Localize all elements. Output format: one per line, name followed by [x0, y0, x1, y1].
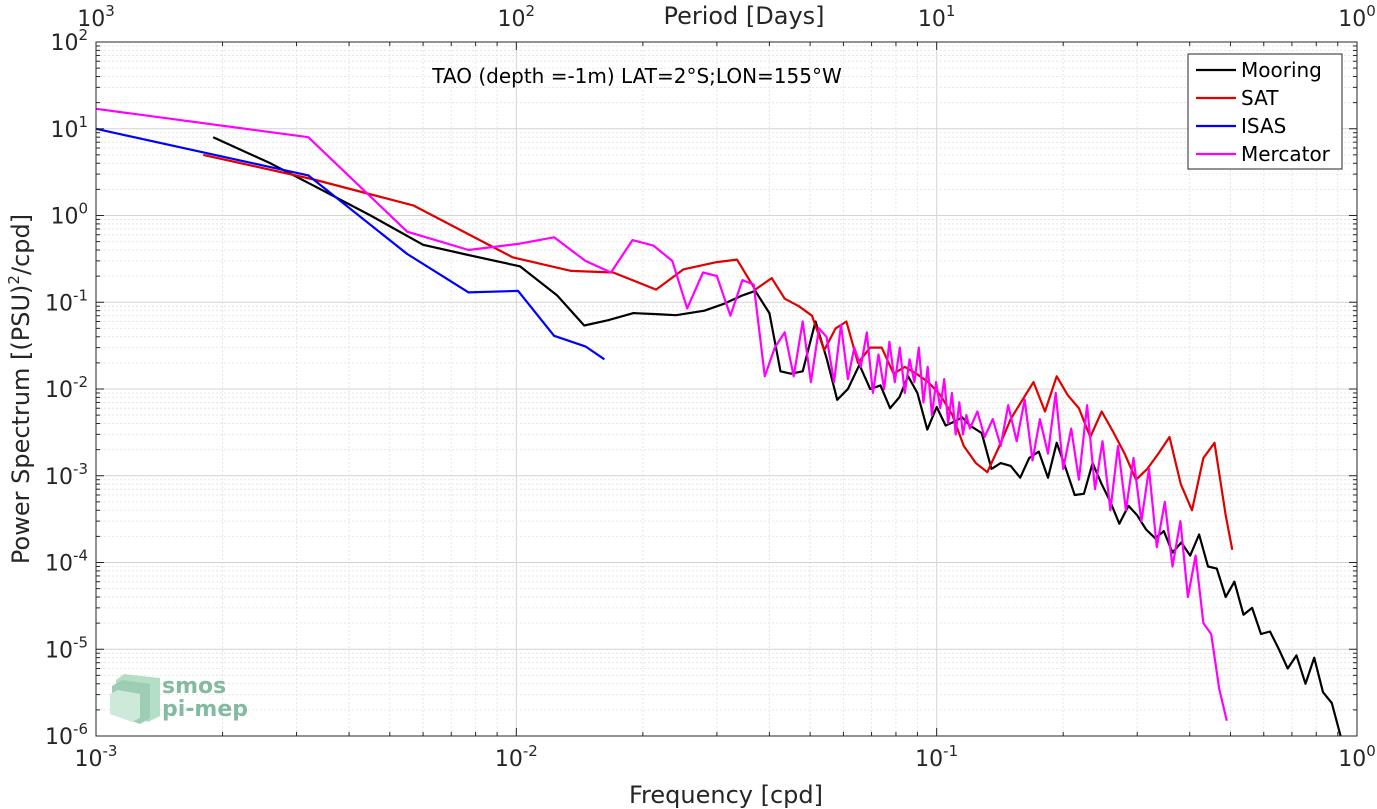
legend-box — [1187, 53, 1343, 170]
smos-pi-mep-logo: smos pi-mep — [110, 674, 248, 724]
legend-label-mercator: Mercator — [1241, 142, 1331, 166]
legend-label-isas: ISAS — [1241, 114, 1286, 138]
chart-title: TAO (depth =-1m) LAT=2°S;LON=155°W — [431, 64, 842, 88]
legend-items: Mooring SAT ISAS Mercator — [1196, 58, 1331, 166]
legend-label-sat: SAT — [1241, 86, 1279, 110]
legend: Mooring SAT ISAS Mercator — [1187, 53, 1343, 170]
svg-text:smos: smos — [162, 674, 226, 699]
y-tick-label: 10-2 — [45, 373, 88, 403]
x-tick-label: 100 — [1338, 742, 1376, 772]
y-axis-label: Power Spectrum [(PSU)2/cpd] — [5, 214, 35, 564]
y-axis-label-main: Power Spectrum [(PSU) — [7, 285, 35, 564]
y-tick-label: 10-4 — [45, 547, 88, 577]
legend-label-mooring: Mooring — [1241, 58, 1322, 82]
x-tick-label: 10-3 — [75, 742, 118, 772]
y-tick-label: 10-5 — [45, 633, 88, 663]
top-x-axis-label: Period [Days] — [663, 2, 824, 30]
top-tick-label: 101 — [918, 2, 956, 32]
x-tick-label: 10-1 — [915, 742, 958, 772]
top-tick-label: 100 — [1338, 2, 1376, 32]
series-line-mercator — [96, 107, 1228, 721]
top-tick-label: 103 — [77, 2, 115, 32]
y-tick-label: 10-3 — [45, 460, 88, 490]
y-tick-label: 102 — [50, 26, 88, 56]
y-tick-label: 101 — [50, 113, 88, 143]
y-axis-label-end: /cpd] — [7, 214, 35, 275]
y-tick-label: 10-1 — [45, 286, 88, 316]
y-tick-label: 10-6 — [45, 720, 88, 750]
top-tick-label: 102 — [498, 2, 536, 32]
series-layer — [96, 107, 1342, 736]
y-axis-label-sup: 2 — [5, 275, 23, 285]
y-tick-label: 100 — [50, 200, 88, 230]
svg-text:pi-mep: pi-mep — [162, 697, 248, 722]
x-tick-label: 10-2 — [495, 742, 538, 772]
series-line-mooring — [212, 136, 1342, 736]
x-axis-label: Frequency [cpd] — [629, 781, 823, 809]
series-line-isas — [96, 127, 606, 361]
